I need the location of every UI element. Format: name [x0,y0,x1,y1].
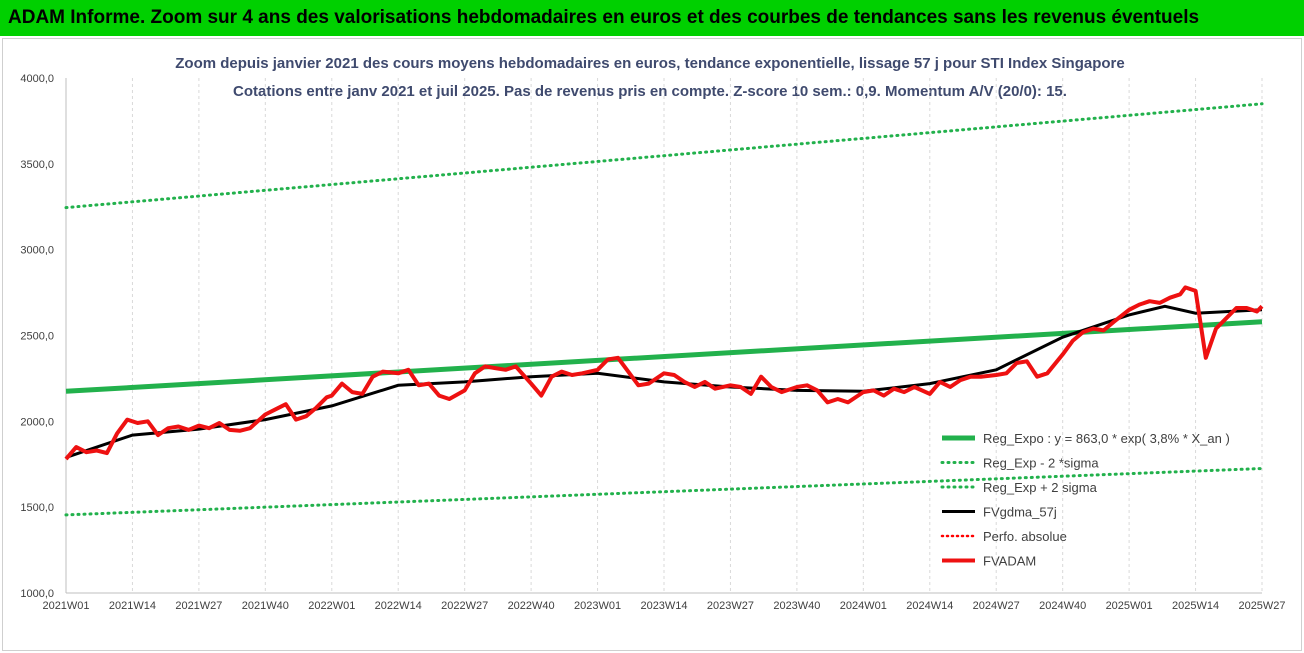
series-group [64,102,1264,517]
y-tick-label: 4000,0 [20,73,54,85]
x-tick-label: 2024W01 [840,600,887,612]
x-tick-label: 2022W40 [508,600,555,612]
x-tick-label: 2023W01 [574,600,621,612]
legend-label: Reg_Expo : y = 863,0 * exp( 3,8% * X_an … [983,431,1230,446]
x-tick-label: 2024W27 [973,600,1020,612]
x-tick-label: 2025W14 [1172,600,1219,612]
page-title: ADAM Informe. Zoom sur 4 ans des valoris… [0,0,1304,36]
series-line-0 [65,319,1263,394]
legend-label: Reg_Exp - 2 *sigma [983,456,1099,471]
x-tick-label: 2025W27 [1238,600,1285,612]
x-tick-label: 2023W40 [773,600,820,612]
x-tick-label: 2024W40 [1039,600,1086,612]
y-tick-label: 3000,0 [20,245,54,257]
x-tick-label: 2025W01 [1106,600,1153,612]
x-tick-label: 2022W14 [375,600,422,612]
y-tick-label: 3500,0 [20,159,54,171]
y-axis: 1000,0 1500,0 2000,0 2500,0 3000,0 3500,0 4000… [20,73,54,600]
chart-subtitle: Cotations entre janv 2021 et juil 2025. … [233,83,1067,100]
legend: Reg_Expo : y = 863,0 * exp( 3,8% * X_an … [940,431,1230,569]
x-tick-label: 2022W27 [441,600,488,612]
y-tick-label: 1500,0 [20,502,54,514]
x-tick-label: 2023W27 [707,600,754,612]
x-tick-label: 2023W14 [640,600,687,612]
x-axis: 2021W01 2021W14 2021W27 2021W40 2022W01 2022W… [42,600,1285,612]
y-tick-label: 1000,0 [20,588,54,600]
y-tick-label: 2500,0 [20,331,54,343]
series-line-2 [64,102,1264,210]
x-tick-label: 2021W14 [109,600,156,612]
x-tick-label: 2022W01 [308,600,355,612]
legend-label: FVgdma_57j [983,505,1057,520]
series-line-5 [64,285,1264,461]
chart-area [2,38,1302,651]
chart-title: Zoom depuis janvier 2021 des cours moyen… [175,55,1124,72]
legend-label: Perfo. absolue [983,529,1067,544]
y-tick-label: 2000,0 [20,416,54,428]
x-tick-label: 2021W40 [242,600,289,612]
x-tick-label: 2021W01 [42,600,89,612]
x-tick-label: 2024W14 [906,600,953,612]
legend-label: Reg_Exp + 2 sigma [983,480,1098,495]
legend-label: FVADAM [983,554,1036,569]
x-tick-label: 2021W27 [175,600,222,612]
series-line-1 [64,467,1264,517]
grid [65,78,1263,594]
